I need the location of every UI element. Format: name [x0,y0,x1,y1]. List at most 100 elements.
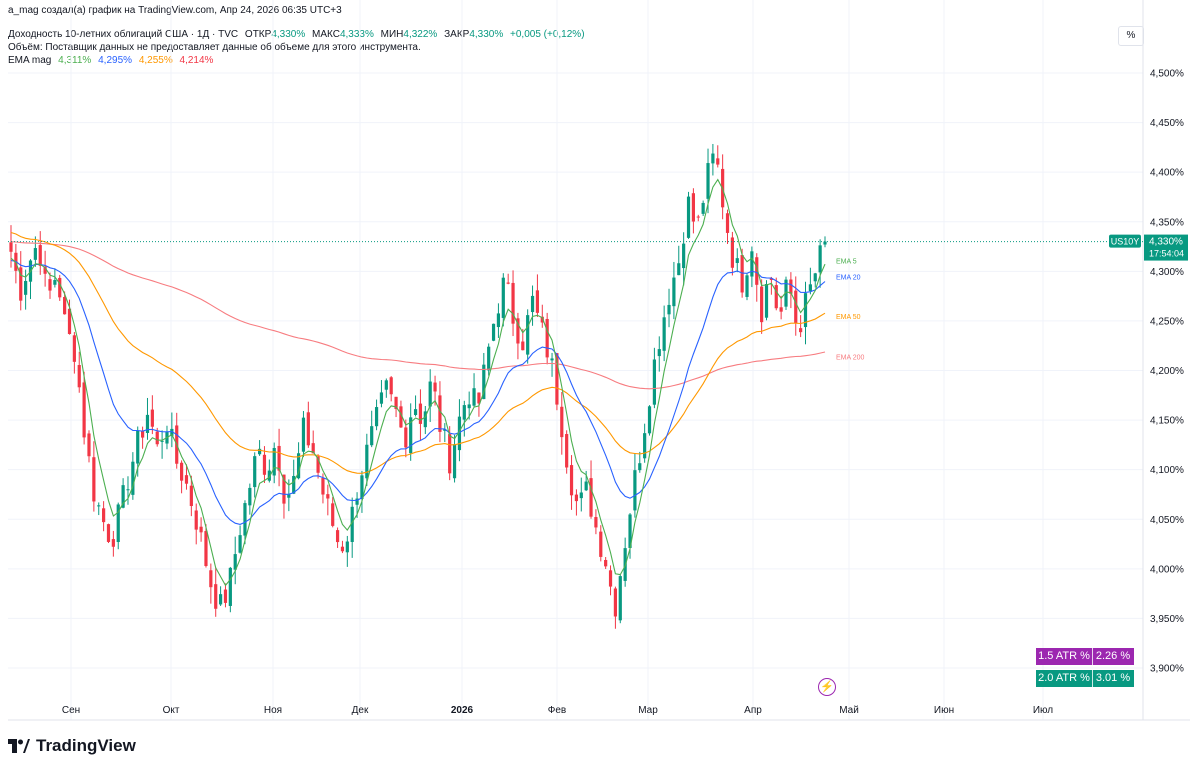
candle-body [150,409,154,427]
candle-body [433,382,437,392]
time-tick-label: Июл [1033,705,1053,716]
candle [774,277,778,311]
candle-body [394,396,398,410]
candle-body [589,478,593,517]
candle [413,395,418,417]
candle [102,501,106,532]
candle-body [530,295,535,313]
candle-body [92,457,96,502]
candle [145,397,150,440]
candle [604,557,608,570]
candle-body [540,316,544,323]
candle-body [292,475,296,494]
candle-body [340,546,345,552]
candle-body [170,428,174,437]
ema-label: EMA 20 [836,274,861,281]
time-tick-label: Май [839,705,859,716]
candle-body [248,487,252,506]
candle-body [53,280,57,285]
candle [418,389,423,441]
candle-body [58,277,62,298]
candle [691,188,695,234]
candle-body [218,594,223,605]
candle [667,288,671,328]
candle-body [521,341,525,351]
candle [574,489,579,516]
candle-body [677,263,681,276]
candle-body [418,403,423,424]
time-tick-label: Июн [934,705,954,716]
candle-body [686,196,691,238]
candle [647,405,652,436]
candle [409,403,413,461]
ema200-line [10,241,826,390]
atr-label: 2.0 ATR % [1036,670,1093,687]
candle-body [789,279,793,294]
ema-label: EMA 5 [836,258,857,265]
ema20-line [10,259,826,525]
candle [662,305,666,362]
candle-body [97,505,101,507]
tradingview-logo-icon [8,739,30,753]
time-tick-label: Мар [638,705,658,716]
candle [452,434,457,483]
candle [131,452,135,500]
price-badge [1144,234,1188,261]
candle-body [389,377,393,395]
candle-body [121,485,125,508]
candle [579,477,583,512]
candle [672,261,676,320]
candle-body [199,526,203,533]
atr-value: 3.01 % [1095,672,1131,684]
ema200-value: 4,214% [179,55,214,66]
candle-body [638,463,642,471]
candle-body [662,317,666,351]
candle-body [409,417,413,454]
candle-body [331,503,335,526]
candle-body [613,588,618,617]
price-tick-label: 4,250% [1150,316,1184,327]
bolt-icon[interactable]: ⚡ [818,678,836,696]
candle-body [238,535,242,553]
candle-body [706,163,710,199]
candle-body [179,462,184,481]
candle [784,276,788,310]
candle-body [19,267,23,301]
candle [306,401,310,448]
candle-body [823,241,827,245]
candle [331,497,335,528]
chart-overlays: EMA 5 EMA 20 EMA 50 EMA 200 US10Y 4,330%17:54… [8,234,1188,362]
candle-body [384,380,388,390]
candle [277,428,281,487]
candle [594,509,598,535]
candle-body [779,307,783,312]
candle-body [764,284,769,318]
time-tick-label: 2026 [451,705,474,716]
candle-body [555,353,559,405]
candle-body [506,282,510,284]
candle [428,369,432,423]
candle-body [9,242,13,252]
ema-label: EMA 50 [836,314,861,321]
atr-label: 1.5 ATR % [1036,648,1093,665]
candle-body [365,444,369,479]
candle-body [803,293,808,328]
candle [535,274,540,317]
candle-body [111,539,115,547]
price-tick-label: 3,950% [1150,614,1184,625]
candle [87,430,91,463]
tradingview-logo[interactable]: TradingView [8,736,136,756]
candle [370,410,374,448]
candle [530,285,535,326]
candle [677,245,681,276]
ema-legend: EMA mag 4,311% 4,295% 4,255% 4,214% [8,54,213,67]
open-label: ОТКР [244,29,272,40]
candle-body [652,359,657,405]
candle [350,497,354,558]
candle-body [799,328,803,333]
candle [223,583,228,608]
candle [199,517,203,542]
candle-body [482,364,486,400]
candle [267,459,271,483]
